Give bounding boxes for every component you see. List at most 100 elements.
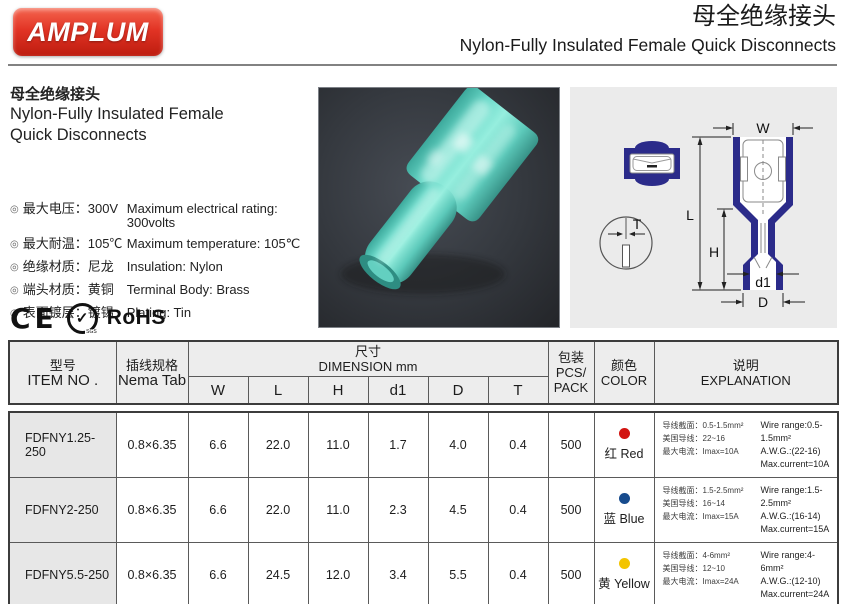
spec-en: Maximum electrical rating: 300volts bbox=[126, 201, 278, 230]
spec-en: Terminal Body: Brass bbox=[126, 282, 250, 297]
bullet-icon: ◎ bbox=[10, 239, 19, 250]
dimension-arrowheads bbox=[697, 125, 800, 305]
product-photo bbox=[318, 87, 560, 328]
cell-color: 黄 Yellow bbox=[593, 542, 655, 604]
cell-d: 4.5 bbox=[427, 477, 489, 543]
cell-explanation: 导线截面：4-6mm² 美国导线：12~10 最大电流：Imax=24A Wir… bbox=[653, 542, 839, 604]
col-header-color: 颜色 COLOR bbox=[593, 340, 655, 405]
sgs-label: SGS bbox=[85, 328, 98, 335]
cell-l: 22.0 bbox=[247, 411, 309, 478]
spec-table: 型号 ITEM NO . 插线规格 Nema Tab 尺寸 DIMENSION … bbox=[8, 340, 840, 604]
col-header-d: D bbox=[427, 376, 489, 405]
cell-d1: 3.4 bbox=[367, 542, 429, 604]
cell-w: 6.6 bbox=[187, 477, 249, 543]
sgs-badge-icon: ✓ SGS bbox=[66, 302, 98, 335]
spec-zh: 绝缘材质：尼龙 bbox=[22, 259, 114, 274]
cell-color: 蓝 Blue bbox=[593, 477, 655, 543]
t-section-drawing bbox=[599, 216, 653, 270]
sgs-check-icon: ✓ bbox=[75, 309, 89, 327]
cell-nema-tab: 0.8×6.35 bbox=[115, 542, 189, 604]
dim-label-t: T bbox=[633, 216, 642, 232]
cell-d: 4.0 bbox=[427, 411, 489, 478]
cell-l: 24.5 bbox=[247, 542, 309, 604]
cell-color: 红 Red bbox=[593, 411, 655, 478]
front-view-drawing bbox=[733, 137, 793, 290]
bullet-icon: ◎ bbox=[10, 262, 19, 273]
col-header-item-no: 型号 ITEM NO . bbox=[8, 340, 117, 405]
col-header-t: T bbox=[487, 376, 549, 405]
cell-d: 5.5 bbox=[427, 542, 489, 604]
spec-table-header: 型号 ITEM NO . 插线规格 Nema Tab 尺寸 DIMENSION … bbox=[8, 340, 840, 405]
table-row: FDFNY5.5-250 0.8×6.35 6.6 24.5 12.0 3.4 … bbox=[8, 542, 839, 604]
cell-h: 11.0 bbox=[307, 477, 369, 543]
product-name-zh: 母全绝缘接头 bbox=[10, 86, 101, 103]
spec-row: ◎ 绝缘材质：尼龙 Insulation: Nylon bbox=[10, 260, 315, 276]
spec-en: Plating: Tin bbox=[126, 305, 192, 320]
dim-label-d: D bbox=[758, 294, 768, 310]
page-title-zh: 母全绝缘接头 bbox=[692, 3, 836, 30]
page-title: 母全绝缘接头 Nylon-Fully Insulated Female Quic… bbox=[460, 2, 836, 58]
spec-zh: 最大电压：300V bbox=[22, 201, 119, 216]
spec-row: ◎ 最大电压：300V Maximum electrical rating: 3… bbox=[10, 202, 315, 230]
cell-h: 12.0 bbox=[307, 542, 369, 604]
cell-item-no: FDFNY1.25-250 bbox=[8, 411, 117, 478]
col-header-d1: d1 bbox=[367, 376, 429, 405]
spec-table-body: FDFNY1.25-250 0.8×6.35 6.6 22.0 11.0 1.7… bbox=[8, 411, 839, 604]
spec-zh: 最大耐温：105℃ bbox=[22, 236, 123, 251]
color-dot bbox=[618, 493, 630, 504]
dim-label-l: L bbox=[686, 207, 694, 223]
cell-explanation: 导线截面：1.5-2.5mm² 美国导线：16~14 最大电流：Imax=15A… bbox=[653, 477, 839, 543]
cell-t: 0.4 bbox=[487, 411, 549, 478]
color-label: 红 Red bbox=[604, 447, 644, 461]
spec-zh: 端头材质：黄铜 bbox=[22, 282, 114, 297]
col-header-nema-tab: 插线规格 Nema Tab bbox=[115, 340, 189, 405]
table-row: FDFNY2-250 0.8×6.35 6.6 22.0 11.0 2.3 4.… bbox=[8, 477, 839, 543]
cell-nema-tab: 0.8×6.35 bbox=[115, 477, 189, 543]
dimension-diagram-svg: T bbox=[599, 120, 813, 310]
cell-d1: 1.7 bbox=[367, 411, 429, 478]
table-row: FDFNY1.25-250 0.8×6.35 6.6 22.0 11.0 1.7… bbox=[8, 411, 839, 478]
cell-h: 11.0 bbox=[307, 411, 369, 478]
color-label: 蓝 Blue bbox=[603, 512, 645, 526]
cell-w: 6.6 bbox=[187, 411, 249, 478]
rohs-mark: RoHS bbox=[106, 306, 166, 329]
cell-item-no: FDFNY2-250 bbox=[8, 477, 117, 543]
col-header-l: L bbox=[247, 376, 309, 405]
cell-l: 22.0 bbox=[247, 477, 309, 543]
color-dot bbox=[618, 558, 630, 569]
cell-t: 0.4 bbox=[487, 542, 549, 604]
product-intro: 母全绝缘接头 Nylon-Fully Insulated Female Quic… bbox=[10, 86, 310, 146]
cell-explanation: 导线截面：0.5-1.5mm² 美国导线：22~16 最大电流：Imax=10A… bbox=[653, 411, 839, 478]
spec-en: Maximum temperature: 105℃ bbox=[126, 236, 301, 251]
cell-nema-tab: 0.8×6.35 bbox=[115, 411, 189, 478]
brand-logo-text: AMPLUM bbox=[27, 16, 149, 47]
bullet-icon: ◎ bbox=[10, 285, 19, 296]
dim-label-w: W bbox=[756, 120, 770, 136]
dimension-diagram: T bbox=[570, 87, 837, 328]
header-divider bbox=[8, 64, 837, 66]
page-title-en: Nylon-Fully Insulated Female Quick Disco… bbox=[459, 35, 836, 55]
dim-label-h: H bbox=[709, 244, 719, 260]
bullet-icon: ◎ bbox=[10, 204, 19, 215]
cell-pack: 500 bbox=[547, 411, 595, 478]
top-view-drawing bbox=[624, 141, 680, 186]
spec-row: ◎ 端头材质：黄铜 Terminal Body: Brass bbox=[10, 283, 315, 299]
product-name-en-line1: Nylon-Fully Insulated Female bbox=[10, 105, 224, 123]
certification-row: CE ✓ SGS RoHS bbox=[10, 301, 166, 335]
col-header-dimension: 尺寸 DIMENSION mm bbox=[187, 340, 549, 377]
spec-row: ◎ 最大耐温：105℃ Maximum temperature: 105℃ bbox=[10, 237, 315, 253]
ce-mark-icon: CE bbox=[10, 301, 58, 335]
cell-pack: 500 bbox=[547, 542, 595, 604]
brand-logo: AMPLUM bbox=[13, 8, 163, 56]
col-header-explanation: 说明 EXPLANATION bbox=[653, 340, 839, 405]
spec-en: Insulation: Nylon bbox=[126, 259, 223, 274]
bullet-icon: ◎ bbox=[10, 308, 19, 319]
color-label: 黄 Yellow bbox=[598, 577, 650, 591]
product-photo-render bbox=[319, 88, 559, 327]
dimension-lines bbox=[692, 123, 813, 307]
dim-label-d1: d1 bbox=[755, 274, 771, 290]
color-dot bbox=[618, 428, 630, 439]
col-header-w: W bbox=[187, 376, 249, 405]
cell-item-no: FDFNY5.5-250 bbox=[8, 542, 117, 604]
